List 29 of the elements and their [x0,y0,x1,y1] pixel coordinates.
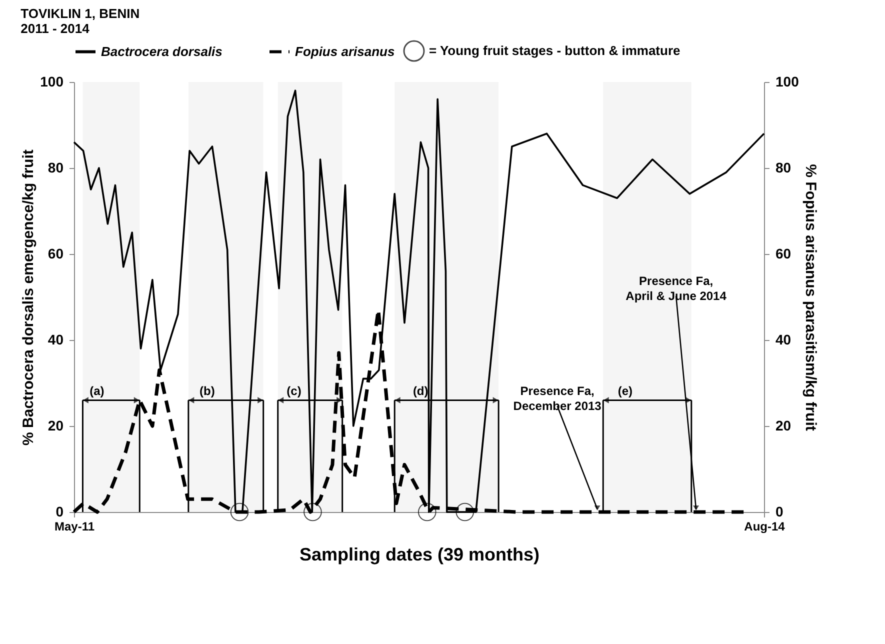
x-tick-label: May-11 [54,520,95,534]
y-axis-title: % Bactrocera dorsalis emergence/kg fruit [20,150,38,446]
y2-axis-title: % Fopius arisanus parasitism/kg fruit [802,164,819,431]
x-tick-label: Aug-14 [744,520,786,534]
band-label: (b) [199,384,215,398]
y-tick-label: 40 [48,332,64,348]
y-tick-label: 20 [48,418,64,434]
y2-tick-label: 0 [776,504,784,520]
y-tick-label: 100 [40,74,64,90]
annotation: Presence Fa, December 2013 [513,384,602,413]
x-axis-title: Sampling dates (39 months) [299,544,540,564]
chart-title: TOVIKLIN 1, BENIN [20,6,140,21]
band-label: (c) [286,384,302,398]
y-tick-label: 0 [56,504,64,520]
y2-tick-label: 20 [776,418,792,434]
y-tick-label: 80 [48,160,64,176]
band-label: (a) [90,384,104,398]
y-tick-label: 60 [48,246,64,262]
y2-tick-label: 100 [776,74,800,90]
y2-tick-label: 40 [776,332,792,348]
legend-label: Bactrocera dorsalis [101,44,222,59]
band-label: (e) [618,384,633,398]
chart-subtitle: 2011 - 2014 [20,21,90,36]
y2-tick-label: 80 [776,160,792,176]
band-label: (d) [412,384,428,398]
annotation: Presence Fa, April & June 2014 [626,274,727,303]
legend-label: = Young fruit stages - button & immature [429,43,680,58]
legend-label: Fopius arisanus [295,44,395,59]
y2-tick-label: 60 [776,246,792,262]
